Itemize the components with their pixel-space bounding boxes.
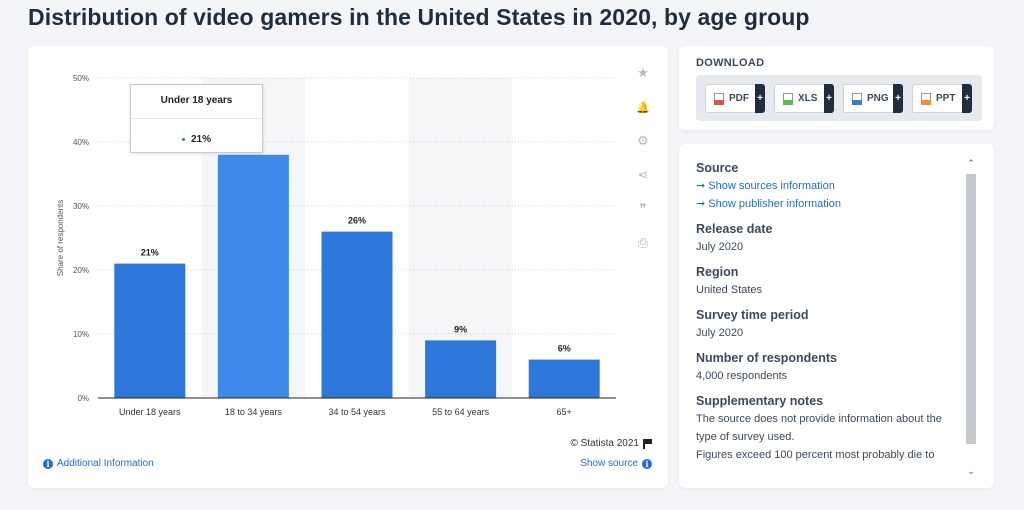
ppt-file-icon — [921, 92, 931, 105]
y-tick-label: 50% — [73, 74, 89, 83]
png-file-icon — [852, 92, 862, 105]
print-icon[interactable]: ⎙ — [637, 235, 649, 250]
chart-card: 0% 10% 20% 30% 40% 50% Share of respondents 21%… — [28, 46, 668, 488]
page-title: Distribution of video gamers in the Unit… — [28, 4, 810, 30]
respondents-heading: Number of respondents — [696, 351, 837, 365]
file-band — [783, 99, 793, 105]
region-value: United States — [696, 284, 763, 296]
x-tick-label: Under 18 years — [119, 407, 181, 417]
data-label: 9% — [454, 324, 467, 334]
scroll-down-icon[interactable]: ⌄ — [967, 466, 975, 476]
plus-icon: + — [824, 84, 834, 113]
series-dot-icon — [181, 137, 185, 141]
y-tick-label: 20% — [73, 266, 89, 275]
info-icon: i — [642, 458, 652, 469]
share-icon[interactable]: ⋖ — [637, 167, 649, 182]
show-publisher-link[interactable]: ➞ Show publisher information — [696, 198, 841, 210]
plus-icon: + — [962, 84, 972, 113]
x-tick-label: 34 to 54 years — [328, 407, 386, 417]
info-icon: i — [43, 458, 53, 469]
source-heading: Source — [696, 161, 739, 175]
x-tick-label: 18 to 34 years — [225, 407, 283, 417]
bar — [321, 231, 393, 398]
download-label: PDF — [729, 93, 749, 104]
copyright-notice: © Statista 2021 — [570, 438, 652, 449]
bell-icon[interactable]: 🔔 — [636, 101, 650, 114]
survey-period-heading: Survey time period — [696, 308, 809, 322]
x-tick-label: 55 to 64 years — [432, 407, 490, 417]
respondents-section: Number of respondents 4,000 respondents — [696, 351, 961, 385]
bar-chart: 0% 10% 20% 30% 40% 50% Share of respondents 21%… — [56, 74, 616, 417]
chart-tooltip: Under 18 years 21% — [130, 84, 263, 153]
file-band — [921, 99, 931, 105]
scrollbar-thumb[interactable] — [966, 174, 976, 444]
star-icon[interactable]: ★ — [637, 65, 649, 80]
gear-icon[interactable]: ⚙ — [637, 133, 649, 148]
release-date-value: July 2020 — [696, 241, 744, 253]
download-ppt-button[interactable]: PPT + — [912, 84, 972, 113]
bar — [528, 359, 600, 398]
y-tick-label: 30% — [73, 202, 89, 211]
quote-icon[interactable]: ❞ — [639, 201, 647, 216]
additional-information-link[interactable]: i Additional Information — [43, 458, 154, 469]
download-label: PNG — [867, 93, 889, 104]
download-label: PPT — [936, 93, 956, 104]
copyright-text: © Statista 2021 — [570, 438, 639, 449]
show-source-link[interactable]: Show source i — [580, 458, 652, 469]
tooltip-title: Under 18 years — [160, 95, 233, 106]
info-scrollbar[interactable]: ⌃ ⌄ — [964, 158, 978, 478]
y-tick-label: 0% — [77, 394, 89, 403]
download-title: DOWNLOAD — [696, 57, 765, 69]
show-source-label: Show source — [580, 458, 638, 469]
region-section: Region United States — [696, 265, 961, 299]
y-axis-label: Share of respondents — [56, 200, 65, 277]
x-tick-label: 65+ — [557, 407, 572, 417]
bar — [425, 340, 497, 398]
download-xls-button[interactable]: XLS + — [774, 84, 834, 113]
notes-heading: Supplementary notes — [696, 394, 824, 408]
download-pdf-button[interactable]: PDF + — [705, 84, 765, 113]
y-tick-label: 40% — [73, 138, 89, 147]
download-png-button[interactable]: PNG + — [843, 84, 903, 113]
data-label: 26% — [348, 216, 366, 226]
notes-section: Supplementary notes The source does not … — [696, 394, 961, 464]
tooltip-value-row: 21% — [131, 134, 262, 145]
respondents-value: 4,000 respondents — [696, 370, 788, 382]
info-content: Source ➞ Show sources information ➞ Show… — [696, 161, 961, 473]
bar — [114, 263, 186, 398]
notes-value: The source does not provide information … — [696, 413, 942, 461]
release-date-heading: Release date — [696, 222, 773, 236]
tooltip-divider — [131, 118, 262, 119]
data-label: 21% — [141, 248, 159, 258]
survey-period-section: Survey time period July 2020 — [696, 308, 961, 342]
plus-icon: + — [893, 84, 903, 113]
scroll-up-icon[interactable]: ⌃ — [967, 158, 975, 168]
plus-icon: + — [755, 84, 765, 113]
bar — [217, 154, 289, 398]
file-band — [714, 99, 724, 105]
y-tick-label: 10% — [73, 330, 89, 339]
release-date-section: Release date July 2020 — [696, 222, 961, 256]
xls-file-icon — [783, 92, 793, 105]
chart-toolbar: ★ 🔔 ⚙ ⋖ ❞ ⎙ — [628, 58, 658, 262]
region-heading: Region — [696, 265, 739, 279]
statistic-info-panel: Source ➞ Show sources information ➞ Show… — [679, 144, 994, 488]
download-panel: DOWNLOAD PDF + XLS + PNG + PPT + — [679, 46, 994, 130]
survey-period-value: July 2020 — [696, 327, 744, 339]
data-label: 6% — [558, 344, 571, 354]
additional-information-label: Additional Information — [57, 458, 154, 469]
download-buttons: PDF + XLS + PNG + PPT + — [696, 75, 982, 121]
show-sources-link[interactable]: ➞ Show sources information — [696, 180, 835, 192]
file-band — [852, 99, 862, 105]
source-section: Source ➞ Show sources information ➞ Show… — [696, 161, 961, 213]
download-label: XLS — [798, 93, 818, 104]
flag-icon[interactable] — [643, 438, 652, 449]
pdf-file-icon — [714, 92, 724, 105]
tooltip-value: 21% — [190, 134, 211, 145]
